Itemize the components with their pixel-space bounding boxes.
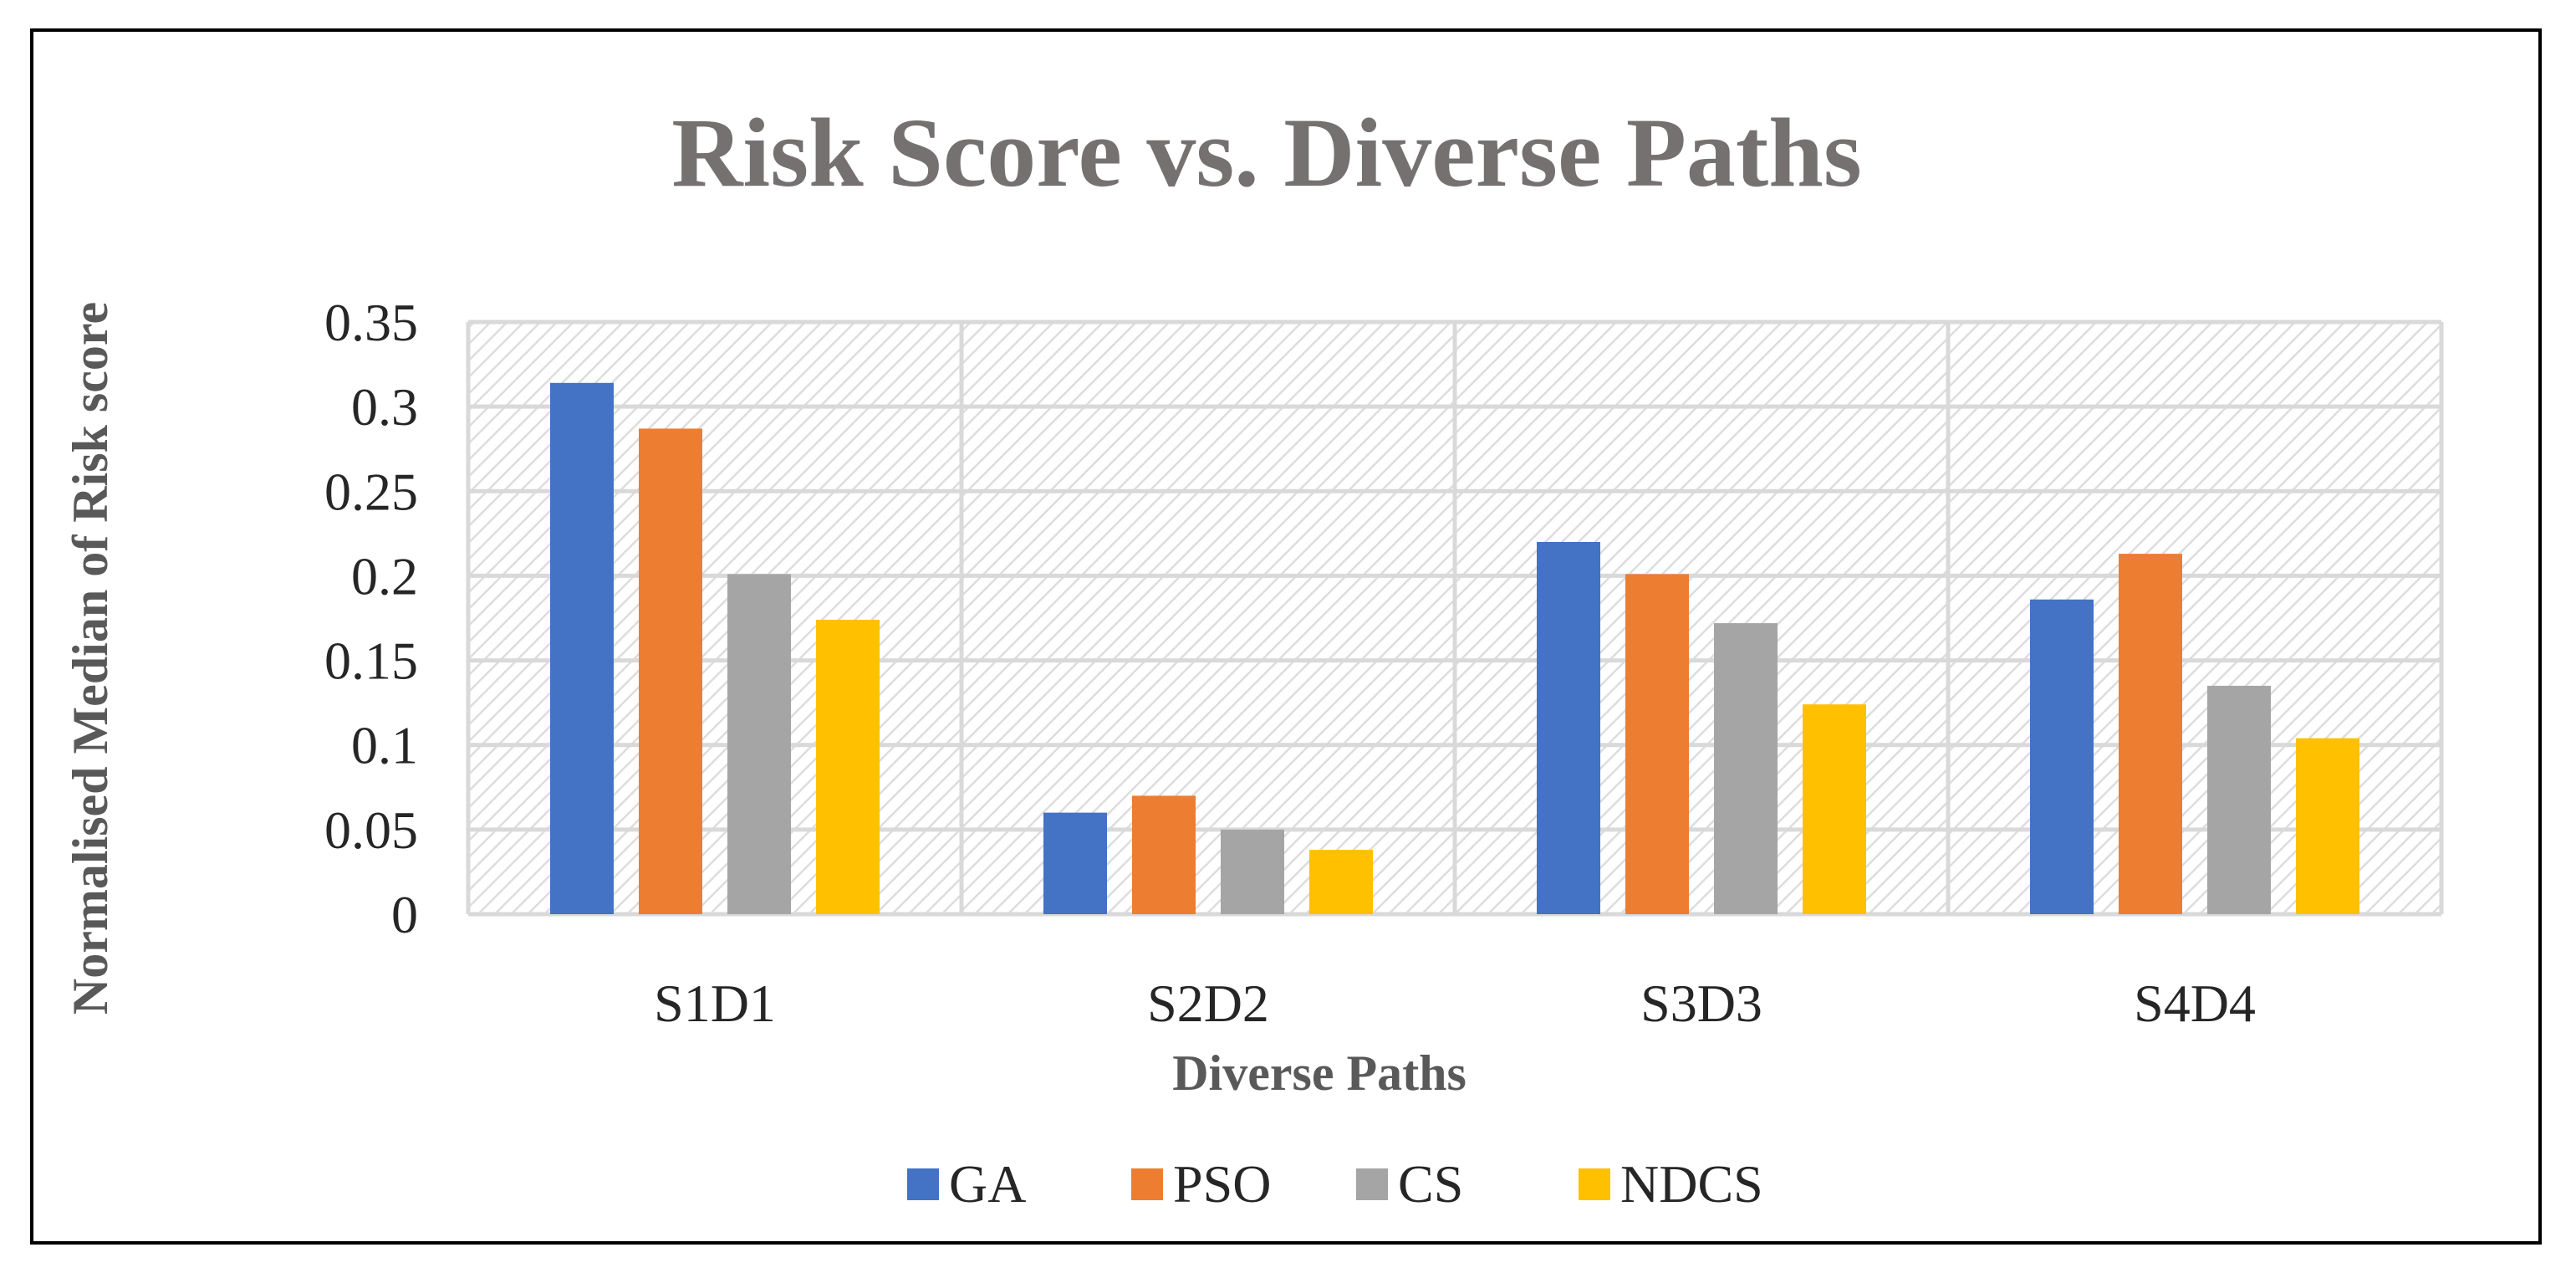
y-tick-label: 0.2	[351, 546, 418, 606]
bar-cs-s1d1	[727, 574, 791, 914]
x-tick-label: S2D2	[1147, 974, 1269, 1033]
bar-ndcs-s1d1	[816, 620, 880, 914]
x-tick-label: S3D3	[1640, 974, 1762, 1033]
x-tick-label: S4D4	[2134, 974, 2256, 1033]
bar-cs-s3d3	[1714, 623, 1778, 914]
y-tick-label: 0.35	[324, 293, 418, 352]
bar-ga-s4d4	[2030, 599, 2094, 914]
x-axis-title: Diverse Paths	[1172, 1045, 1467, 1101]
legend-swatch-ndcs	[1579, 1168, 1610, 1200]
bar-pso-s1d1	[639, 428, 702, 914]
y-tick-label: 0.05	[324, 800, 418, 860]
y-tick-label: 0.1	[351, 716, 418, 775]
y-axis-title: Normalised Median of Risk score	[63, 302, 118, 1015]
legend: GA PSO CS NDCS	[907, 1154, 1763, 1214]
bar-ndcs-s3d3	[1803, 704, 1866, 914]
bar-ga-s2d2	[1043, 812, 1107, 914]
y-tick-label: 0	[391, 885, 418, 944]
bar-ndcs-s4d4	[2296, 738, 2359, 914]
legend-label-ndcs: NDCS	[1620, 1154, 1763, 1214]
legend-swatch-ga	[907, 1168, 939, 1200]
y-tick-label: 0.3	[351, 377, 418, 437]
chart-title: Risk Score vs. Diverse Paths	[671, 98, 1862, 207]
y-tick-label: 0.15	[324, 631, 418, 691]
bar-pso-s4d4	[2119, 554, 2182, 914]
legend-swatch-pso	[1131, 1168, 1163, 1200]
legend-label-cs: CS	[1398, 1154, 1463, 1214]
y-tick-label: 0.25	[324, 462, 418, 521]
y-tick-labels: 0 0.05 0.1 0.15 0.2 0.25 0.3 0.35	[324, 293, 418, 944]
bar-pso-s3d3	[1625, 574, 1689, 914]
bar-pso-s2d2	[1132, 795, 1196, 914]
bar-ga-s3d3	[1537, 541, 1600, 914]
bar-ga-s1d1	[550, 382, 614, 914]
bar-ndcs-s2d2	[1309, 850, 1373, 914]
legend-label-pso: PSO	[1173, 1154, 1271, 1214]
x-tick-labels: S1D1 S2D2 S3D3 S4D4	[654, 974, 2256, 1033]
legend-swatch-cs	[1356, 1168, 1388, 1200]
x-tick-label: S1D1	[654, 974, 776, 1033]
bars-layer	[550, 382, 2359, 914]
grid-layer	[466, 320, 2444, 917]
legend-label-ga: GA	[949, 1154, 1026, 1214]
bar-cs-s4d4	[2207, 685, 2271, 914]
bar-cs-s2d2	[1221, 829, 1284, 914]
